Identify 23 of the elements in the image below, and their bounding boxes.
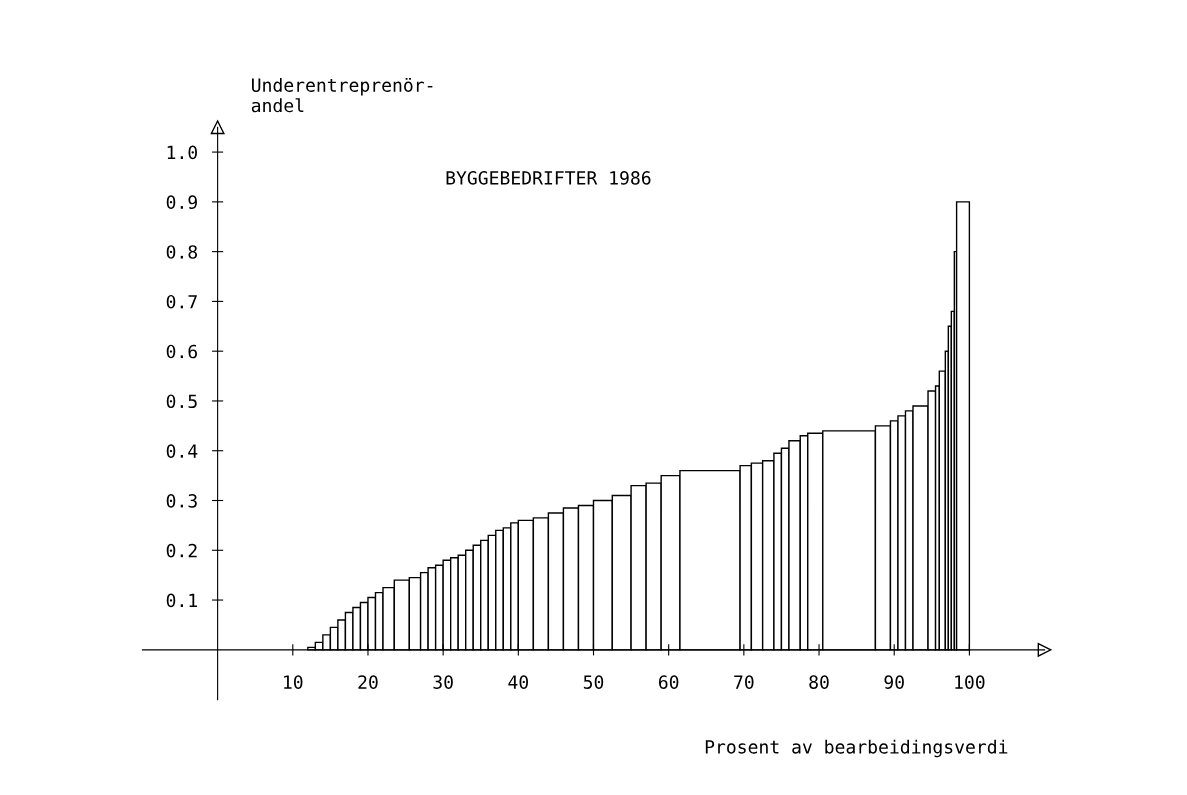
y-tick-label: 0.5 (166, 394, 197, 409)
y-axis-title: Underentreprenör- andel (251, 77, 433, 113)
x-tick-label: 30 (433, 675, 453, 689)
x-tick-label: 10 (284, 675, 303, 689)
y-tick-label: 0.8 (166, 245, 198, 259)
x-tick-label: 20 (358, 675, 378, 689)
y-tick-label: 0.9 (166, 195, 197, 210)
x-tick-label: 60 (658, 675, 679, 689)
y-tick-label: 0.3 (166, 494, 197, 508)
y-tick-label: 0.7 (166, 294, 197, 309)
x-tick-label: 70 (734, 675, 754, 689)
x-tick-label: 50 (583, 675, 604, 689)
y-tick-label: 0.4 (166, 444, 198, 458)
y-tick-label: 0.2 (166, 543, 197, 558)
x-tick-label: 80 (809, 675, 829, 689)
x-tick-label: 90 (884, 675, 904, 689)
y-tick-label: 1.0 (167, 145, 197, 160)
text: BYGGEBEDRIFTER 1986 (446, 171, 651, 185)
x-axis-title: Prosent av bearbeidingsverdi (705, 739, 1008, 758)
y-tick-label: 0.6 (166, 344, 197, 359)
x-tick-label: 100 (955, 675, 985, 689)
x-tick-label: 40 (508, 675, 529, 689)
y-tick-label: 0.1 (166, 593, 197, 608)
